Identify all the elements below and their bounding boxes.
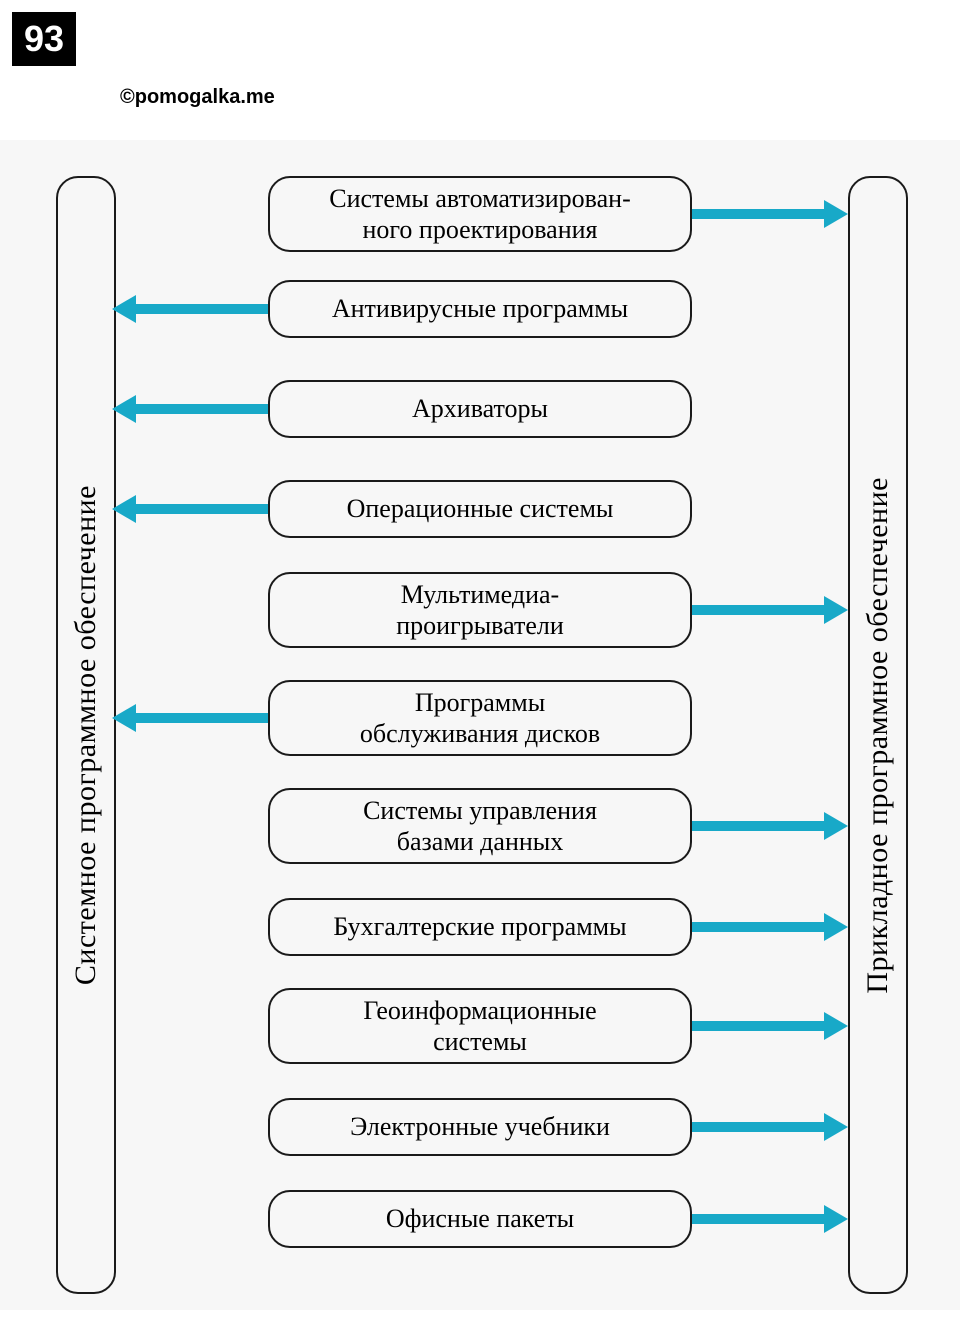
item-os: Операционные системы [268,480,692,538]
item-dbms: Системы управлениябазами данных [268,788,692,864]
arrow-archivers [112,404,268,414]
arrow-office [692,1214,848,1224]
item-archivers: Архиваторы [268,380,692,438]
arrow-cad [692,209,848,219]
arrow-antivirus [112,304,268,314]
item-antivirus: Антивирусные программы [268,280,692,338]
category-right-label: Прикладное программное обеспечение [861,477,895,994]
item-label: Операционные системы [347,493,614,524]
item-label: Системы автоматизирован-ного проектирова… [329,183,630,245]
arrow-disk-utils [112,713,268,723]
item-accounting: Бухгалтерские программы [268,898,692,956]
item-gis: Геоинформационныесистемы [268,988,692,1064]
arrow-accounting [692,922,848,932]
item-label: Офисные пакеты [386,1203,574,1234]
item-cad: Системы автоматизирован-ного проектирова… [268,176,692,252]
item-label: Антивирусные программы [332,293,628,324]
category-left-box: Системное программное обеспечение [56,176,116,1294]
item-label: Электронные учебники [350,1111,610,1142]
page-number-badge: 93 [12,12,76,66]
item-multimedia: Мультимедиа-проигрыватели [268,572,692,648]
arrow-multimedia [692,605,848,615]
item-disk-utils: Программыобслуживания дисков [268,680,692,756]
item-label: Системы управлениябазами данных [363,795,597,857]
item-ebooks: Электронные учебники [268,1098,692,1156]
item-label: Архиваторы [412,393,548,424]
arrow-dbms [692,821,848,831]
credit-text: ©pomogalka.me [120,86,275,109]
item-label: Мультимедиа-проигрыватели [396,579,564,641]
item-label: Программыобслуживания дисков [360,687,600,749]
item-label: Бухгалтерские программы [333,911,626,942]
item-label: Геоинформационныесистемы [363,995,596,1057]
category-left-label: Системное программное обеспечение [69,485,103,985]
arrow-os [112,504,268,514]
arrow-gis [692,1021,848,1031]
category-right-box: Прикладное программное обеспечение [848,176,908,1294]
arrow-ebooks [692,1122,848,1132]
item-office: Офисные пакеты [268,1190,692,1248]
